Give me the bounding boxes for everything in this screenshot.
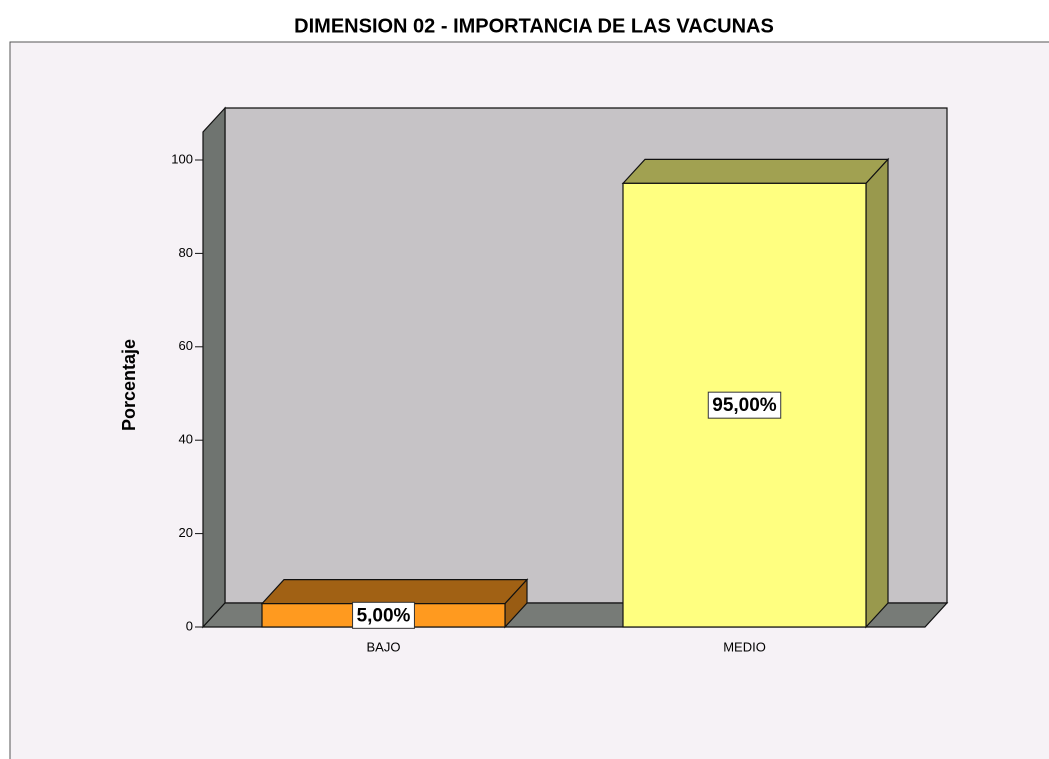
x-tick-label: BAJO xyxy=(367,639,401,654)
y-tick-label: 0 xyxy=(186,618,193,633)
value-label-box xyxy=(707,391,782,419)
y-tick-label: 100 xyxy=(171,151,193,166)
left-wall xyxy=(202,106,226,629)
bar-top xyxy=(260,579,529,605)
bar-top xyxy=(621,158,890,184)
y-tick-label: 60 xyxy=(179,338,193,353)
value-label: 5,00% xyxy=(357,605,411,626)
value-label-box xyxy=(352,601,415,629)
bar-side xyxy=(865,157,889,629)
chart-title: DIMENSION 02 - IMPORTANCIA DE LAS VACUNA… xyxy=(294,15,774,37)
y-tick-label: 20 xyxy=(179,525,193,540)
bar xyxy=(260,578,529,629)
x-tick-label: MEDIO xyxy=(723,639,766,654)
y-tick-label: 80 xyxy=(179,245,193,260)
y-tick-label: 40 xyxy=(179,432,193,447)
y-axis-label: Porcentaje xyxy=(119,339,139,431)
value-label: 95,00% xyxy=(712,395,777,416)
